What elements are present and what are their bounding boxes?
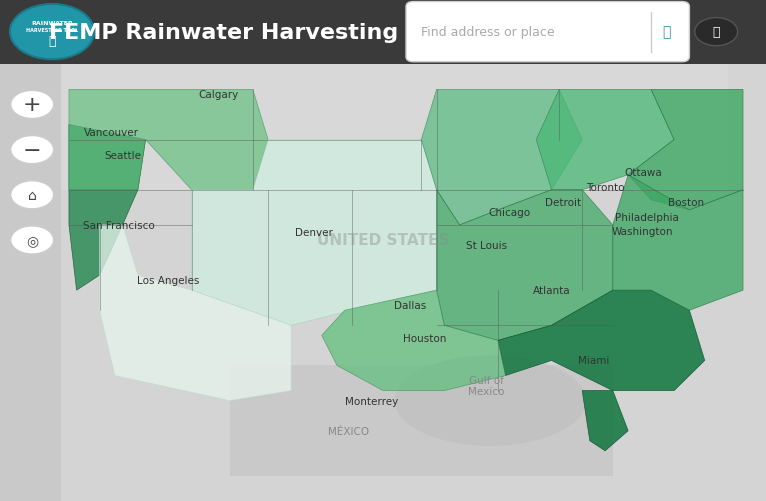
Text: Denver: Denver xyxy=(295,228,333,238)
Ellipse shape xyxy=(394,356,586,446)
Text: Philadelphia: Philadelphia xyxy=(615,213,679,223)
Text: Dallas: Dallas xyxy=(394,301,426,311)
FancyBboxPatch shape xyxy=(0,0,61,501)
Circle shape xyxy=(11,136,54,164)
Text: Atlanta: Atlanta xyxy=(532,286,571,296)
Text: San Francisco: San Francisco xyxy=(83,220,155,230)
Text: Chicago: Chicago xyxy=(489,208,530,218)
Text: Ottawa: Ottawa xyxy=(624,168,663,178)
Text: HARVESTING TOOL: HARVESTING TOOL xyxy=(26,28,78,33)
Polygon shape xyxy=(421,90,582,225)
Polygon shape xyxy=(69,125,146,291)
Polygon shape xyxy=(100,225,291,401)
Text: Boston: Boston xyxy=(667,198,704,208)
Circle shape xyxy=(695,19,738,47)
Text: RAINWATER: RAINWATER xyxy=(31,21,73,26)
Circle shape xyxy=(11,226,54,255)
Polygon shape xyxy=(69,90,268,190)
Polygon shape xyxy=(322,291,506,391)
Text: 🔍: 🔍 xyxy=(663,26,670,40)
Text: Gulf of
Mexico: Gulf of Mexico xyxy=(468,375,505,397)
FancyBboxPatch shape xyxy=(0,0,766,65)
Text: FEMP Rainwater Harvesting Tool: FEMP Rainwater Harvesting Tool xyxy=(49,23,457,43)
FancyBboxPatch shape xyxy=(406,3,689,63)
Circle shape xyxy=(11,181,54,209)
Polygon shape xyxy=(628,90,743,210)
Text: Seattle: Seattle xyxy=(104,150,141,160)
Text: MÉXICO: MÉXICO xyxy=(328,426,369,436)
Text: ⌂: ⌂ xyxy=(28,188,37,202)
Text: Miami: Miami xyxy=(578,356,609,366)
Text: −: − xyxy=(23,140,41,160)
Text: Find address or place: Find address or place xyxy=(421,26,555,39)
Text: Los Angeles: Los Angeles xyxy=(137,276,200,286)
Polygon shape xyxy=(498,291,705,391)
Polygon shape xyxy=(536,90,674,190)
Text: UNITED STATES: UNITED STATES xyxy=(317,233,449,248)
FancyBboxPatch shape xyxy=(61,0,728,190)
Text: Houston: Houston xyxy=(404,333,447,343)
Text: 💧: 💧 xyxy=(48,35,56,48)
Text: Edmonton: Edmonton xyxy=(195,48,249,58)
Text: Monterrey: Monterrey xyxy=(345,396,398,406)
Polygon shape xyxy=(192,140,437,326)
Text: +: + xyxy=(23,95,41,115)
Polygon shape xyxy=(582,391,628,451)
Polygon shape xyxy=(437,190,613,341)
Text: Toronto: Toronto xyxy=(586,183,624,193)
Polygon shape xyxy=(613,175,743,311)
Text: Vancouver: Vancouver xyxy=(83,128,139,138)
Text: ◎: ◎ xyxy=(26,233,38,247)
Text: Washington: Washington xyxy=(611,226,673,236)
Circle shape xyxy=(11,91,54,119)
FancyBboxPatch shape xyxy=(230,366,613,476)
Circle shape xyxy=(10,5,94,60)
Text: St Louis: St Louis xyxy=(466,240,507,250)
Text: Detroit: Detroit xyxy=(545,198,581,208)
Text: 🔗: 🔗 xyxy=(712,26,720,39)
Text: Calgary: Calgary xyxy=(198,90,238,100)
